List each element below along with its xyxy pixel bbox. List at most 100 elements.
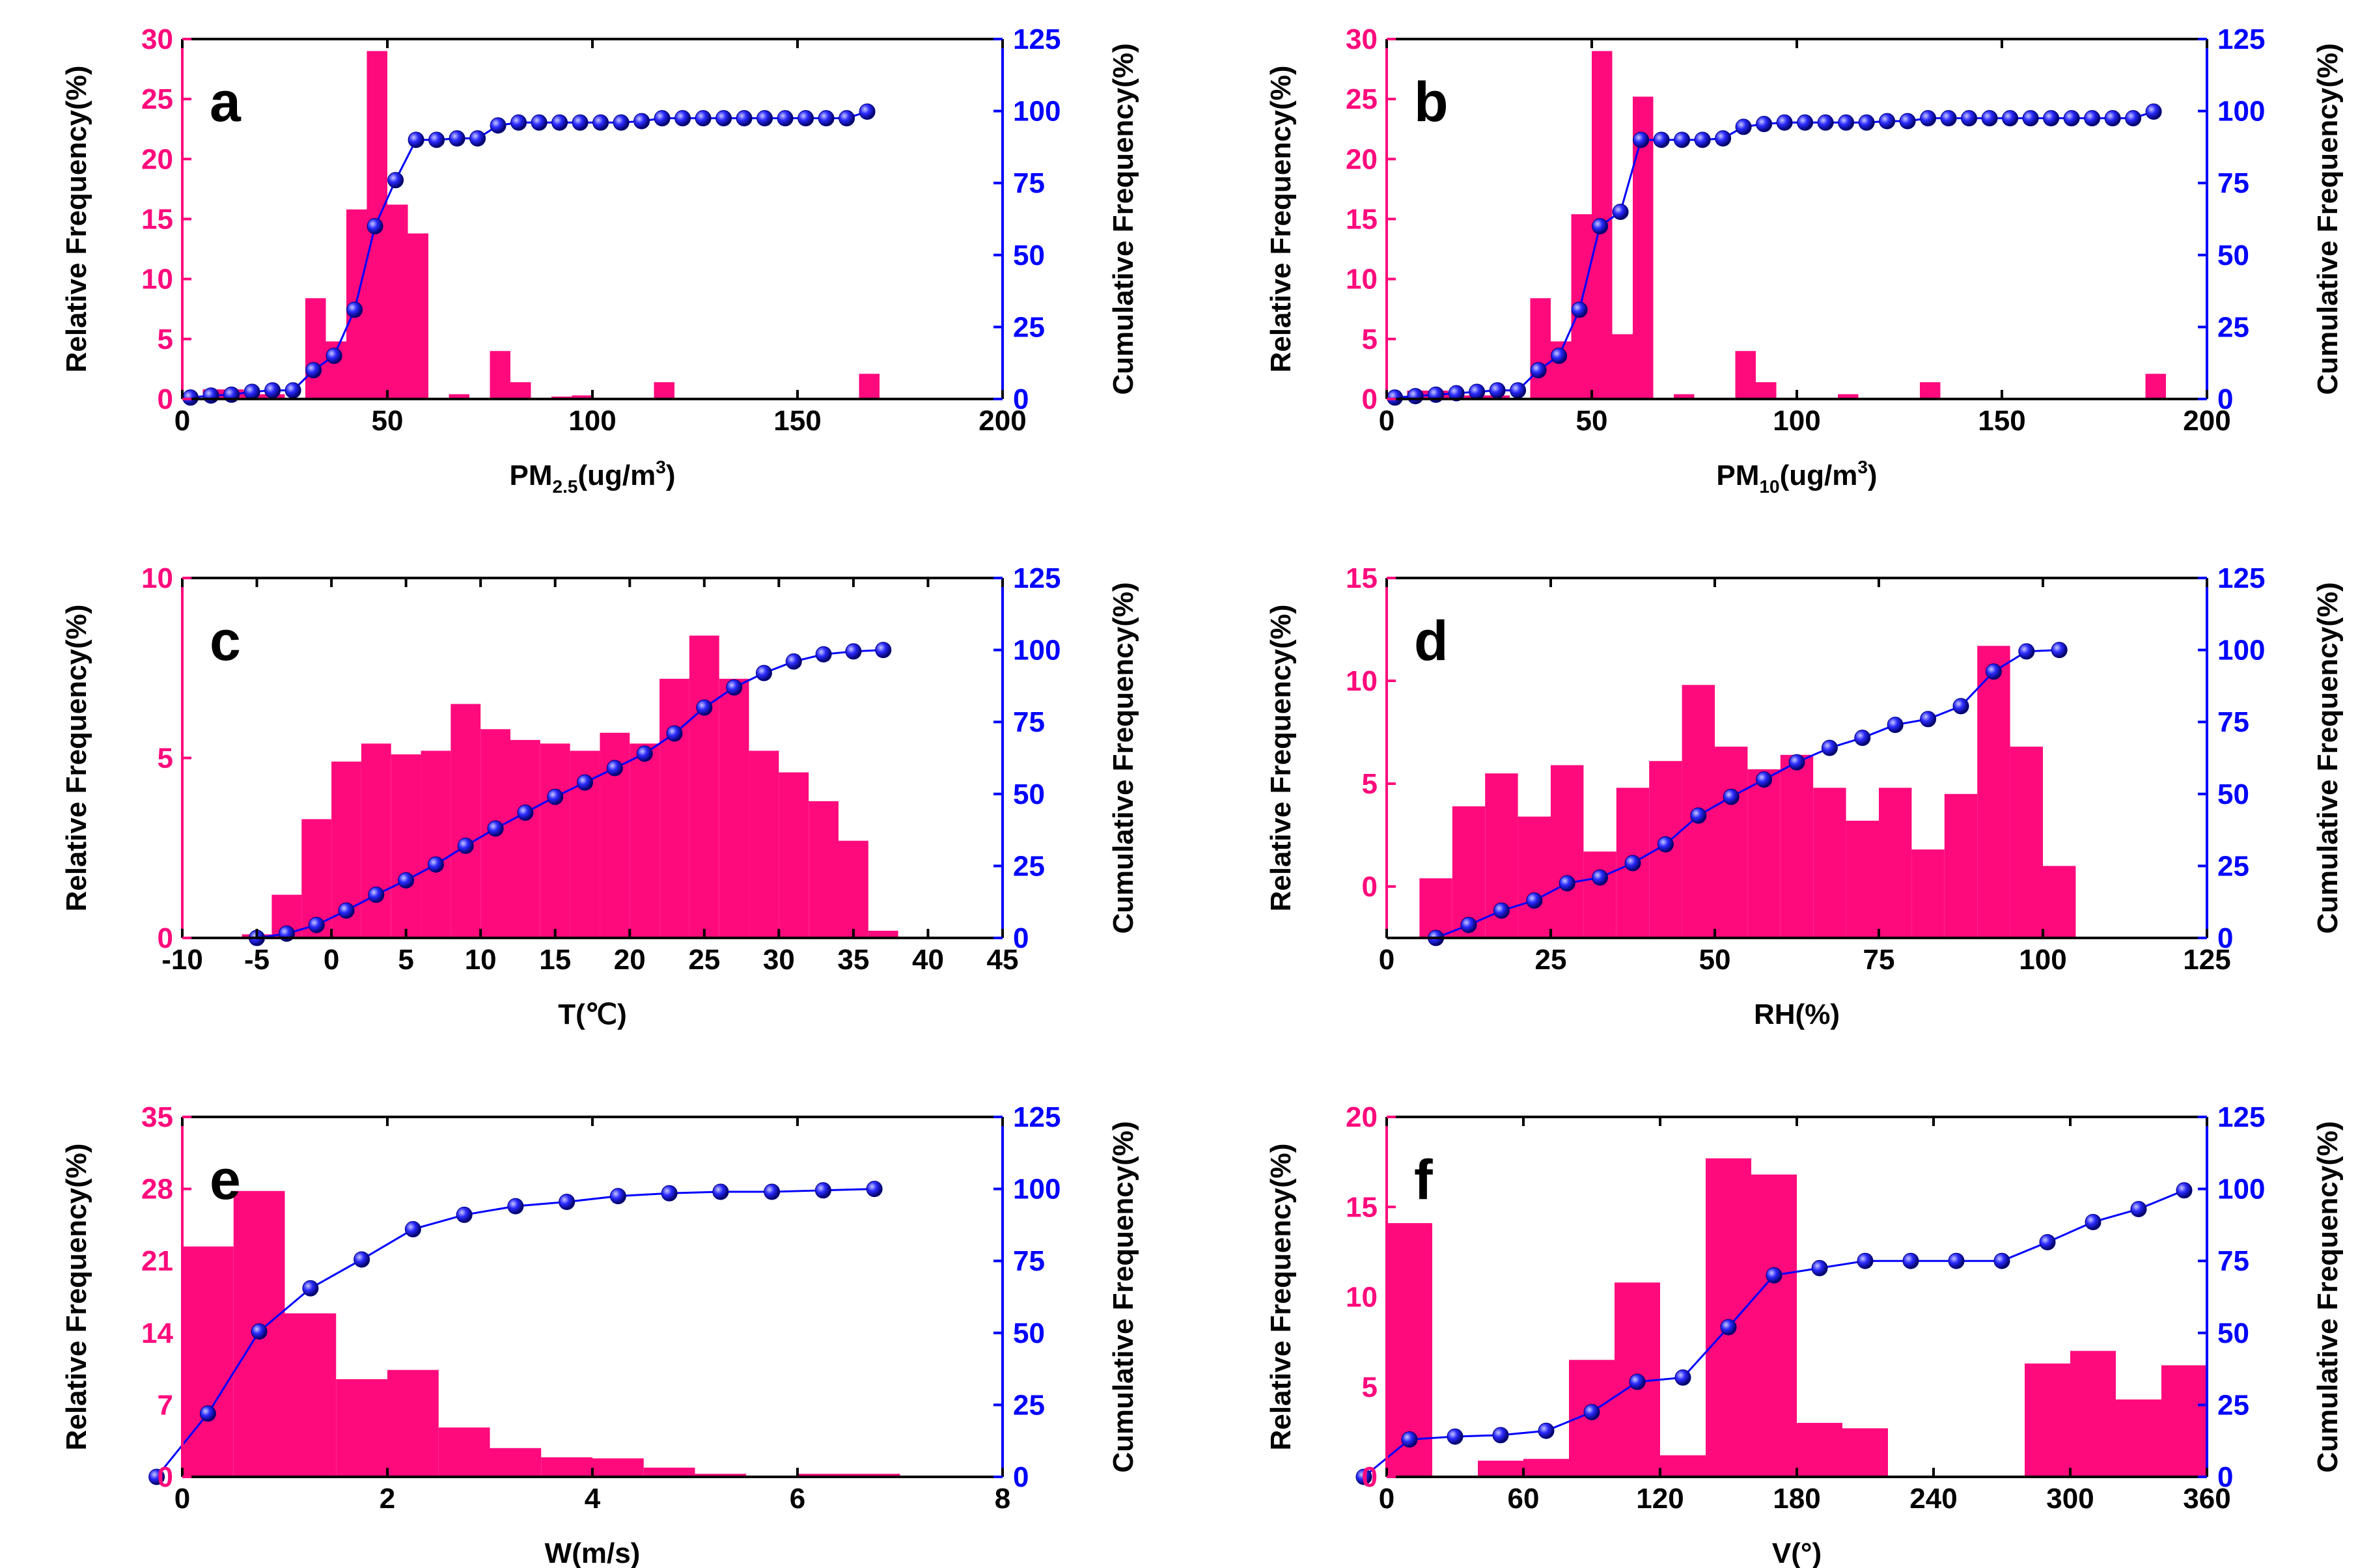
cumulative-point [1551,348,1568,364]
right-y-tick-label: 100 [2217,635,2265,667]
cumulative-point [507,1198,524,1215]
cumulative-point [1838,114,1855,131]
cumulative-point [1592,869,1609,886]
cumulative-line [1394,111,2154,399]
cumulative-point [785,653,802,670]
cumulative-point [814,1182,831,1199]
cumulative-point [2063,110,2080,127]
bar [1747,769,1781,938]
left-y-tick-label: 0 [1362,383,1378,415]
cumulative-point [469,130,486,147]
bar [1518,816,1551,938]
cumulative-point [606,760,623,777]
x-axis-title-main: T(℃) [558,998,627,1030]
x-axis-title-main: PM [510,460,553,491]
cumulative-point [592,114,609,131]
cumulative-point [1624,855,1641,872]
cumulative-point [264,382,281,399]
x-tick-label: -5 [244,944,270,976]
cumulative-point [510,114,527,131]
bar [1715,747,1748,938]
x-tick-label: 50 [1576,405,1608,437]
bar [1756,382,1777,399]
x-tick-label: 20 [614,944,646,976]
cumulative-point [1756,116,1773,133]
right-y-axis-title: Cumulative Frequency(%) [2312,1121,2344,1472]
x-axis-title-unit_post: ) [1868,460,1878,491]
right-y-tick-label: 125 [1013,23,1061,55]
cumulative-point [1985,663,2002,680]
cumulative-point [755,665,772,681]
bar [1452,806,1486,938]
cumulative-point [2104,110,2121,127]
right-y-tick-label: 0 [1013,383,1029,415]
x-axis-title-sub: 2.5 [553,476,578,497]
x-axis-title-sup: 3 [656,457,666,477]
bar [510,739,540,938]
bar [1530,298,1551,399]
x-tick-label: 0 [1379,1483,1394,1515]
bar [1612,334,1633,399]
cumulative-point [2130,1201,2147,1218]
x-axis-title: V(°) [1772,1537,1822,1568]
cumulative-point [1447,1428,1463,1445]
bar-series [1407,51,2166,399]
cumulative-point [2145,103,2162,120]
cumulative-point [1694,131,1711,148]
bar [1735,351,1756,399]
left-y-tick-label: 0 [158,383,173,415]
left-y-axis-title: Relative Frequency(%) [1265,66,1297,373]
bar [1842,1428,1888,1477]
cumulative-line [257,649,883,939]
bar [2116,1399,2161,1477]
cumulative-point [367,218,383,235]
bar [695,1474,747,1477]
left-y-tick-label: 0 [158,922,173,954]
left-y-tick-label: 5 [158,323,173,355]
panel-letter: f [1414,1149,1433,1211]
cumulative-point [1530,362,1547,379]
cumulative-point [1940,110,1957,127]
x-axis-title-unit_post: ) [666,460,676,491]
bar [182,1246,234,1477]
x-tick-label: 45 [987,944,1019,976]
cumulative-point [1592,218,1609,235]
cumulative-point [1776,114,1793,131]
x-axis-title-main: RH(%) [1754,998,1840,1030]
cumulative-point [1857,1252,1874,1269]
panel-f: 0 60 120 180 240 300 360051015200255075100125f… [1265,1101,2344,1568]
cumulative-point [613,114,630,131]
cumulative-point [1571,301,1588,318]
cumulative-point [284,382,301,399]
bar [451,704,481,938]
left-y-tick-label: 28 [141,1174,173,1205]
panel-e: 0 2 4 6 807142128350255075100125eW(m/s)Relat… [61,1101,1139,1568]
right-y-tick-label: 0 [1013,922,1029,954]
cumulative-point [308,916,325,933]
bar-series [182,1190,900,1477]
cumulative-point [456,1206,473,1223]
x-axis-title: PM10(ug/m3) [1716,457,1877,497]
right-y-tick-label: 75 [1013,167,1045,199]
x-tick-label: 8 [995,1483,1010,1515]
panel-letter: a [210,71,242,133]
bar [779,772,809,938]
left-y-tick-label: 10 [1346,665,1378,697]
cumulative-point [859,103,876,120]
right-y-tick-label: 125 [2217,23,2265,55]
cumulative-point [1981,110,1998,127]
cumulative-point [202,387,219,404]
cumulative-point [531,114,548,131]
cumulative-point [408,131,424,148]
left-y-tick-label: 20 [1346,143,1378,175]
cumulative-point [695,110,712,127]
right-y-tick-label: 100 [2217,1174,2265,1205]
bar [1780,754,1814,938]
x-tick-label: 6 [790,1483,805,1515]
cumulative-point [866,1181,883,1198]
left-y-tick-label: 5 [1362,768,1378,800]
cumulative-point [305,362,322,379]
panel-letter: b [1414,71,1449,133]
x-axis-title-main: W(m/s) [545,1537,641,1568]
cumulative-point [387,172,404,189]
